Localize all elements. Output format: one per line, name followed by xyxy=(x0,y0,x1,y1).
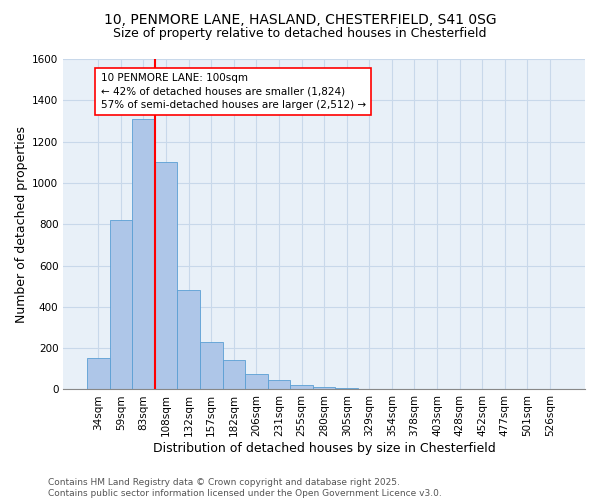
Text: Size of property relative to detached houses in Chesterfield: Size of property relative to detached ho… xyxy=(113,28,487,40)
Bar xyxy=(268,380,290,390)
Bar xyxy=(200,342,223,390)
Y-axis label: Number of detached properties: Number of detached properties xyxy=(15,126,28,322)
X-axis label: Distribution of detached houses by size in Chesterfield: Distribution of detached houses by size … xyxy=(153,442,496,455)
Bar xyxy=(335,388,358,390)
Bar xyxy=(132,119,155,390)
Bar xyxy=(178,290,200,390)
Bar xyxy=(110,220,132,390)
Bar xyxy=(245,374,268,390)
Bar xyxy=(290,386,313,390)
Bar xyxy=(313,388,335,390)
Text: Contains HM Land Registry data © Crown copyright and database right 2025.
Contai: Contains HM Land Registry data © Crown c… xyxy=(48,478,442,498)
Bar xyxy=(223,360,245,390)
Bar xyxy=(87,358,110,390)
Text: 10 PENMORE LANE: 100sqm
← 42% of detached houses are smaller (1,824)
57% of semi: 10 PENMORE LANE: 100sqm ← 42% of detache… xyxy=(101,74,365,110)
Text: 10, PENMORE LANE, HASLAND, CHESTERFIELD, S41 0SG: 10, PENMORE LANE, HASLAND, CHESTERFIELD,… xyxy=(104,12,496,26)
Bar xyxy=(155,162,178,390)
Bar xyxy=(358,389,380,390)
